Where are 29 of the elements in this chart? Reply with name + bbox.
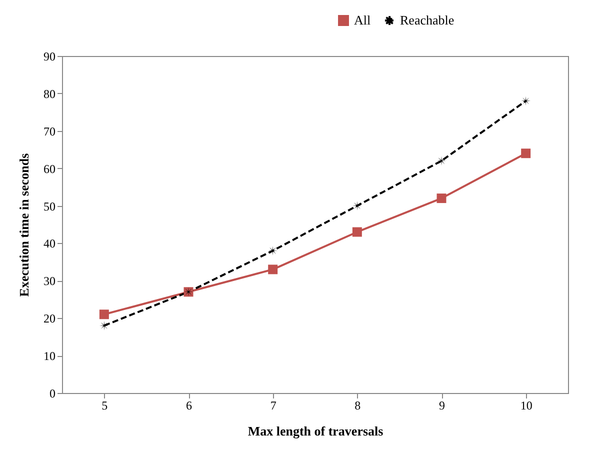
point [436,194,446,204]
y-tick-label: 70 [44,124,56,138]
point [99,320,109,330]
point [268,246,278,256]
y-axis-title: Execution time in seconds [16,153,32,297]
legend-label: All [354,12,371,28]
x-tick-label: 5 [102,398,108,412]
x-tick-label: 8 [354,398,361,412]
point [521,148,531,158]
y-tick-label: 90 [44,50,56,64]
y-tick-label: 0 [50,386,56,400]
x-tick-label: 6 [186,398,192,412]
y-tick-label: 60 [44,162,56,176]
y-tick-label: 30 [44,274,56,288]
y-tick-label: 50 [44,199,56,214]
x-tick-label: 10 [520,398,532,412]
point [99,310,109,320]
point [352,227,362,237]
y-tick-label: 20 [44,312,56,326]
x-tick-label: 7 [270,398,276,412]
y-tick-label: 10 [44,349,56,364]
point [268,264,278,274]
legend-label: Reachable [400,12,454,28]
y-tick-label: 40 [44,236,56,251]
x-tick-label: 9 [439,398,445,412]
y-tick-label: 80 [44,86,56,101]
point [521,96,531,106]
point [352,201,362,211]
x-axis-title: Max length of traversals [248,424,384,438]
